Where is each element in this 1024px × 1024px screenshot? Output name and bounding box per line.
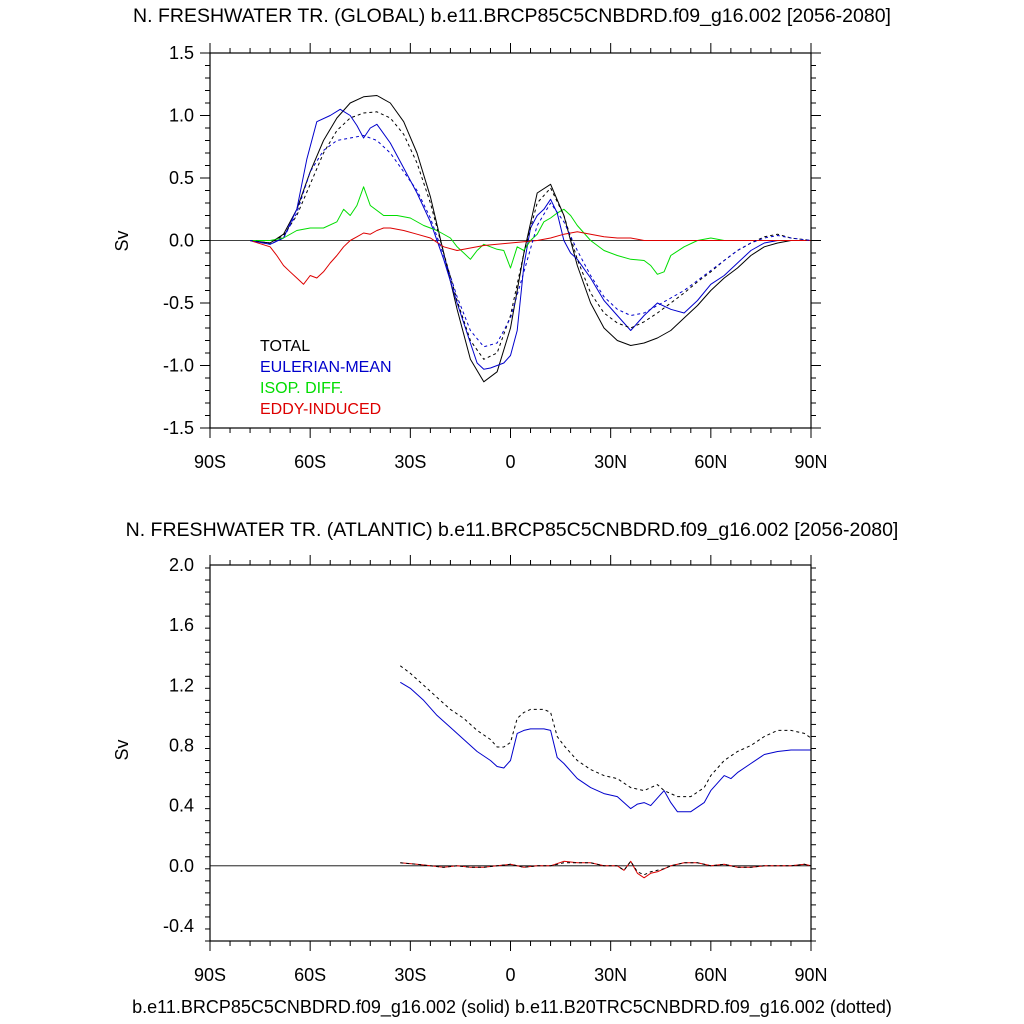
x-tick-label: 60N: [694, 965, 727, 985]
y-tick-label: 1.2: [169, 675, 194, 695]
x-tick-label: 90N: [794, 965, 827, 985]
x-tick-label: 60S: [294, 965, 326, 985]
legend: TOTAL EULERIAN-MEAN ISOP. DIFF. EDDY-IND…: [260, 338, 392, 418]
y-tick-label: 0.0: [169, 231, 194, 251]
x-tick-label: 30N: [594, 965, 627, 985]
series-line-eddy-induced-b20tr: [400, 860, 812, 876]
series-line-eulerian-mean-b20tr: [399, 665, 812, 798]
series-line-eddy-induced: [400, 860, 812, 879]
chart-title: N. FRESHWATER TR. (ATLANTIC) b.e11.BRCP8…: [126, 519, 899, 541]
x-tick-label: 60S: [294, 452, 326, 472]
series-line-isop-diff: [250, 186, 811, 275]
global-chart: N. FRESHWATER TR. (GLOBAL) b.e11.BRCP85C…: [112, 5, 891, 472]
y-tick-label: 1.0: [169, 106, 194, 126]
series-line-eulerian-mean: [250, 108, 811, 370]
y-tick-label: 2.0: [169, 555, 194, 575]
legend-item-isop-diff: ISOP. DIFF.: [260, 380, 343, 397]
x-tick-label: 90S: [194, 452, 226, 472]
atlantic-chart: N. FRESHWATER TR. (ATLANTIC) b.e11.BRCP8…: [112, 519, 898, 1018]
chart-title: N. FRESHWATER TR. (GLOBAL) b.e11.BRCP85C…: [133, 5, 891, 27]
y-tick-label: 0.4: [169, 796, 194, 816]
plot-area: -1.5 -1.0 -0.5 0.0 0.5 1.0 1.5 90S 60S 30S 0 30N 60N…: [163, 43, 828, 472]
y-axis-label: Sv: [112, 230, 132, 251]
x-tick-label: 30N: [594, 452, 627, 472]
x-tick-label: 0: [505, 452, 515, 472]
y-tick-label: -1.5: [163, 418, 194, 438]
x-axis-label: b.e11.BRCP85C5CNBDRD.f09_g16.002 (solid)…: [132, 997, 892, 1018]
y-tick-label: 1.5: [169, 43, 194, 63]
series-line-eddy-induced: [249, 227, 811, 285]
plot-area: -0.4 0.0 0.4 0.8 1.2 1.6 2.0 90S 60S 30S 0 30N 60N 90…: [163, 555, 828, 985]
series-line-total-b20tr: [250, 111, 812, 360]
legend-item-eulerian-mean: EULERIAN-MEAN: [260, 359, 392, 376]
x-tick-label: 30S: [394, 452, 426, 472]
y-axis-label: Sv: [112, 739, 132, 760]
x-tick-label: 0: [505, 965, 515, 985]
legend-item-eddy-induced: EDDY-INDUCED: [260, 401, 381, 418]
y-tick-label: 0.0: [169, 856, 194, 876]
x-tick-label: 30S: [394, 965, 426, 985]
y-tick-label: -0.4: [163, 916, 194, 936]
series-line-total: [250, 95, 811, 383]
legend-item-total: TOTAL: [260, 338, 310, 355]
y-tick-label: 0.5: [169, 168, 194, 188]
y-tick-label: 0.8: [169, 735, 194, 755]
x-tick-label: 60N: [694, 452, 727, 472]
series-line-eulerian-mean: [400, 681, 811, 813]
x-tick-label: 90S: [194, 965, 226, 985]
y-tick-label: -1.0: [163, 356, 194, 376]
x-tick-label: 90N: [794, 452, 827, 472]
y-tick-label: 1.6: [169, 615, 194, 635]
y-tick-label: -0.5: [163, 293, 194, 313]
plot-frame: [209, 564, 812, 942]
